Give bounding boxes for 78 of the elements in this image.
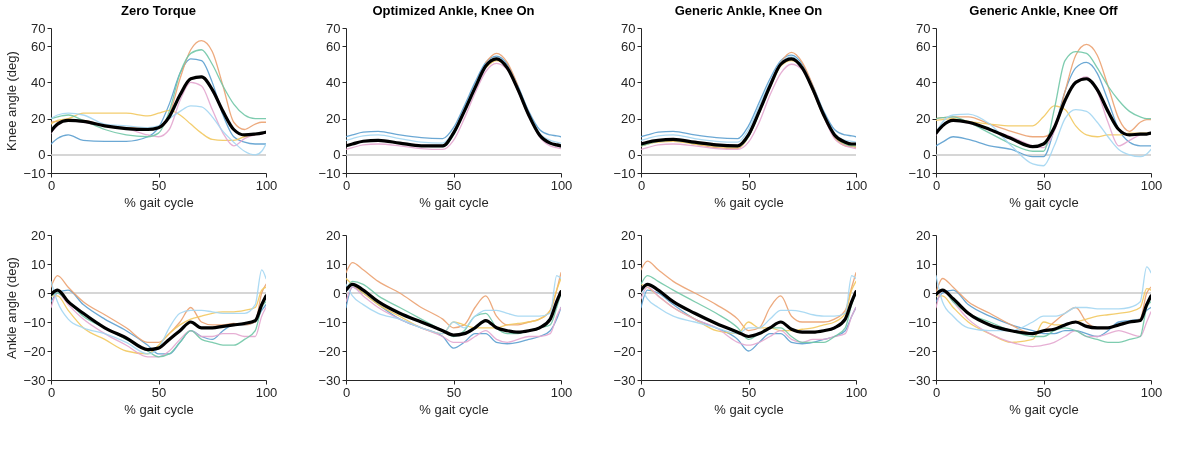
y-tick-label: 0 (628, 285, 636, 301)
x-tick-label: 50 (741, 384, 757, 400)
y-tick-label: −10 (23, 165, 46, 181)
y-tick-label: −20 (318, 343, 341, 359)
y-tick-label: −10 (318, 165, 341, 181)
y-tick-label: 10 (31, 256, 46, 272)
x-axis-title: % gait cycle (124, 401, 194, 417)
x-tick-label: 100 (255, 384, 278, 400)
y-tick-label: −10 (23, 314, 46, 330)
y-tick-label: 70 (916, 20, 931, 36)
x-tick-label: 50 (1036, 177, 1052, 193)
x-tick-label: 50 (151, 384, 167, 400)
x-tick-label: 50 (1036, 384, 1052, 400)
x-axis-title: % gait cycle (124, 194, 194, 210)
x-tick-label: 50 (446, 384, 462, 400)
x-tick-label: 100 (1140, 384, 1163, 400)
y-tick-label: 40 (916, 74, 931, 90)
y-tick-label: −30 (23, 372, 46, 388)
y-tick-label: 20 (621, 227, 636, 243)
y-tick-label: −30 (908, 372, 931, 388)
y-tick-label: 20 (916, 227, 931, 243)
x-tick-label: 50 (151, 177, 167, 193)
y-tick-label: 20 (916, 111, 931, 127)
chart-title: Generic Ankle, Knee On (674, 3, 823, 18)
y-axis-title: Knee angle (deg) (4, 51, 20, 151)
y-tick-label: −10 (318, 314, 341, 330)
y-tick-label: 0 (628, 147, 636, 163)
x-axis-title: % gait cycle (1009, 194, 1079, 210)
y-tick-label: −10 (908, 165, 931, 181)
x-axis-title: % gait cycle (714, 194, 784, 210)
y-tick-label: −10 (908, 314, 931, 330)
x-tick-label: 50 (446, 177, 462, 193)
x-tick-label: 100 (1140, 177, 1163, 193)
y-tick-label: 0 (333, 285, 341, 301)
y-tick-label: 70 (326, 20, 341, 36)
x-axis-title: % gait cycle (419, 401, 489, 417)
y-tick-label: 10 (916, 256, 931, 272)
y-tick-label: 70 (621, 20, 636, 36)
x-tick-label: 100 (255, 177, 278, 193)
y-tick-label: 60 (916, 38, 931, 54)
chart-title: Generic Ankle, Knee Off (969, 3, 1119, 18)
chart-title: Zero Torque (121, 3, 196, 18)
y-tick-label: 40 (31, 74, 46, 90)
x-tick-label: 100 (845, 384, 868, 400)
x-tick-label: 100 (845, 177, 868, 193)
y-tick-label: 10 (621, 256, 636, 272)
y-tick-label: −30 (318, 372, 341, 388)
x-axis-title: % gait cycle (419, 194, 489, 210)
y-tick-label: 70 (31, 20, 46, 36)
x-tick-label: 100 (550, 384, 573, 400)
y-tick-label: 60 (326, 38, 341, 54)
y-tick-label: 40 (326, 74, 341, 90)
y-tick-label: −20 (23, 343, 46, 359)
y-tick-label: 0 (38, 285, 46, 301)
y-tick-label: 20 (326, 227, 341, 243)
y-tick-label: 0 (333, 147, 341, 163)
x-tick-label: 50 (741, 177, 757, 193)
y-tick-label: 40 (621, 74, 636, 90)
y-tick-label: 0 (923, 285, 931, 301)
y-tick-label: −30 (613, 372, 636, 388)
y-tick-label: −10 (613, 165, 636, 181)
y-tick-label: 10 (326, 256, 341, 272)
y-tick-label: −20 (613, 343, 636, 359)
x-axis-title: % gait cycle (1009, 401, 1079, 417)
chart-title: Optimized Ankle, Knee On (372, 3, 535, 18)
y-tick-label: 20 (621, 111, 636, 127)
y-tick-label: 20 (326, 111, 341, 127)
y-tick-label: 0 (38, 147, 46, 163)
y-tick-label: 60 (31, 38, 46, 54)
y-tick-label: 0 (923, 147, 931, 163)
y-tick-label: 20 (31, 227, 46, 243)
x-tick-label: 100 (550, 177, 573, 193)
y-tick-label: 20 (31, 111, 46, 127)
y-axis-title: Ankle angle (deg) (4, 257, 20, 359)
y-tick-label: −20 (908, 343, 931, 359)
y-tick-label: 60 (621, 38, 636, 54)
x-axis-title: % gait cycle (714, 401, 784, 417)
y-tick-label: −10 (613, 314, 636, 330)
